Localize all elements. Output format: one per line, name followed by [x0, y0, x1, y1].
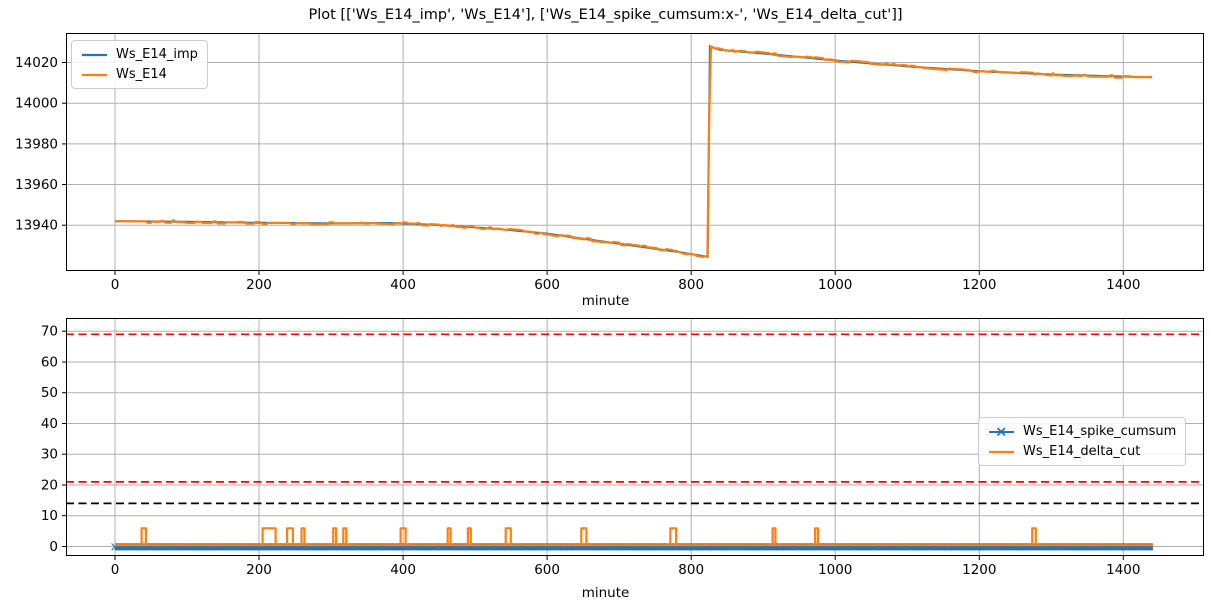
legend-line-sample-blue	[82, 53, 107, 56]
x-tick-label: 1000	[818, 277, 852, 293]
legend-line-x-marker-sample-blue	[989, 426, 1014, 436]
y-tick-label: 60	[41, 355, 58, 371]
y-tick-label: 13980	[15, 136, 58, 152]
figure-title: Plot [['Ws_E14_imp', 'Ws_E14'], ['Ws_E14…	[308, 7, 903, 23]
legend-label: Ws_E14	[116, 67, 167, 82]
x-tick-label: 600	[534, 277, 560, 293]
x-tick-label: 800	[678, 562, 704, 578]
bottom-chart-canvas: 0 200 400 600 800 1000 1200 1400 0 10 20 30 40 50 60 70	[41, 318, 1204, 578]
y-tick-label: 14020	[15, 55, 58, 71]
y-tick-label: 13960	[15, 177, 58, 193]
y-tick-label: 70	[41, 324, 58, 340]
y-tick-label: 50	[41, 385, 58, 401]
x-tick-label: 0	[111, 277, 120, 293]
legend-line-sample-orange	[82, 73, 107, 76]
top-xaxis-label: minute	[581, 293, 630, 309]
legend-label: Ws_E14_delta_cut	[1023, 444, 1141, 459]
legend-label: Ws_E14_imp	[116, 47, 198, 62]
series-Ws_E14_delta_cut-spikes	[140, 527, 1037, 546]
legend-entry-ws-e14: Ws_E14	[81, 67, 198, 82]
x-tick-label: 1400	[1106, 562, 1140, 578]
x-tick-label: 600	[534, 562, 560, 578]
axes-spine	[66, 33, 1204, 271]
x-tick-label: 1200	[962, 277, 996, 293]
legend-line-sample-orange	[989, 450, 1014, 453]
x-tick-label: 1200	[962, 562, 996, 578]
x-tick-label: 400	[390, 562, 416, 578]
x-tick-label: 400	[390, 277, 416, 293]
legend-entry-ws-e14-imp: Ws_E14_imp	[81, 47, 198, 62]
x-tick-label: 200	[246, 277, 272, 293]
y-tick-label: 30	[41, 447, 58, 463]
series-Ws_E14_spike_cumsum-markers	[111, 543, 1149, 551]
top-legend: Ws_E14_imp Ws_E14	[71, 40, 208, 89]
legend-entry-delta-cut: Ws_E14_delta_cut	[988, 444, 1176, 459]
x-tick-label: 800	[678, 277, 704, 293]
legend-label: Ws_E14_spike_cumsum	[1023, 424, 1177, 439]
x-tick-label: 200	[246, 562, 272, 578]
y-tick-label: 10	[41, 508, 58, 524]
x-tick-label: 1400	[1106, 277, 1140, 293]
axes-spine	[66, 318, 1204, 556]
y-tick-label: 14000	[15, 96, 58, 112]
legend-entry-spike-cumsum: Ws_E14_spike_cumsum	[988, 424, 1176, 439]
x-tick-label: 0	[111, 562, 120, 578]
top-chart-canvas: 0 200 400 600 800 1000 1200 1400 13940 13960 13980…	[15, 33, 1204, 293]
y-tick-label: 13940	[15, 218, 58, 234]
series-Ws_E14	[115, 44, 1153, 259]
bottom-xaxis-label: minute	[581, 585, 630, 601]
x-tick-label: 1000	[818, 562, 852, 578]
y-tick-label: 40	[41, 416, 58, 432]
y-tick-label: 20	[41, 478, 58, 494]
bottom-legend: Ws_E14_spike_cumsum Ws_E14_delta_cut	[978, 417, 1187, 466]
y-tick-label: 0	[49, 539, 58, 555]
